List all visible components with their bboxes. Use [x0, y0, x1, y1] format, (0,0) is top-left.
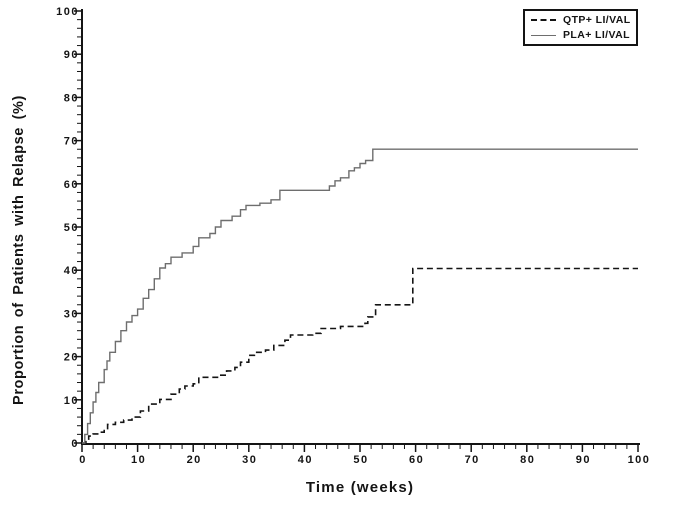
x-tick-label: 30 [242, 454, 257, 466]
y-tick-label: 90 [64, 49, 79, 61]
y-tick-label: 80 [64, 92, 79, 104]
y-tick-label: 30 [64, 308, 79, 320]
x-tick-label: 0 [79, 454, 87, 466]
x-tick-label: 100 [628, 454, 651, 466]
y-tick-label: 40 [64, 265, 79, 277]
y-tick-label: 0 [71, 438, 79, 450]
series-curve-qtp [82, 267, 638, 444]
y-tick-label: 50 [64, 222, 79, 234]
y-tick-label: 10 [64, 395, 79, 407]
x-tick-label: 90 [576, 454, 591, 466]
x-axis-title: Time (weeks) [305, 479, 415, 496]
y-tick-label: 100 [56, 6, 79, 18]
legend-label-qtp: QTP+ LI/VAL [563, 14, 631, 26]
x-tick-label: 20 [187, 454, 202, 466]
x-tick-label: 40 [298, 454, 313, 466]
legend-entry-qtp: QTP+ LI/VAL [531, 14, 631, 26]
y-tick-label: 20 [64, 352, 79, 364]
x-tick-label: 10 [131, 454, 146, 466]
x-tick-label: 70 [465, 454, 480, 466]
legend-entry-pla: PLA+ LI/VAL [531, 29, 631, 41]
y-axis-title: Proportion of Patients with Relapse (%) [11, 95, 27, 405]
x-tick-label: 50 [353, 454, 368, 466]
x-tick-label: 60 [409, 454, 424, 466]
legend: QTP+ LI/VAL PLA+ LI/VAL [523, 9, 638, 46]
y-tick-label: 70 [64, 136, 79, 148]
dashed-line-sample-icon [531, 19, 556, 21]
y-tick-label: 60 [64, 179, 79, 191]
x-tick-label: 80 [520, 454, 535, 466]
legend-label-pla: PLA+ LI/VAL [563, 29, 630, 41]
solid-line-sample-icon [531, 34, 556, 36]
series-curve-pla [82, 148, 638, 444]
